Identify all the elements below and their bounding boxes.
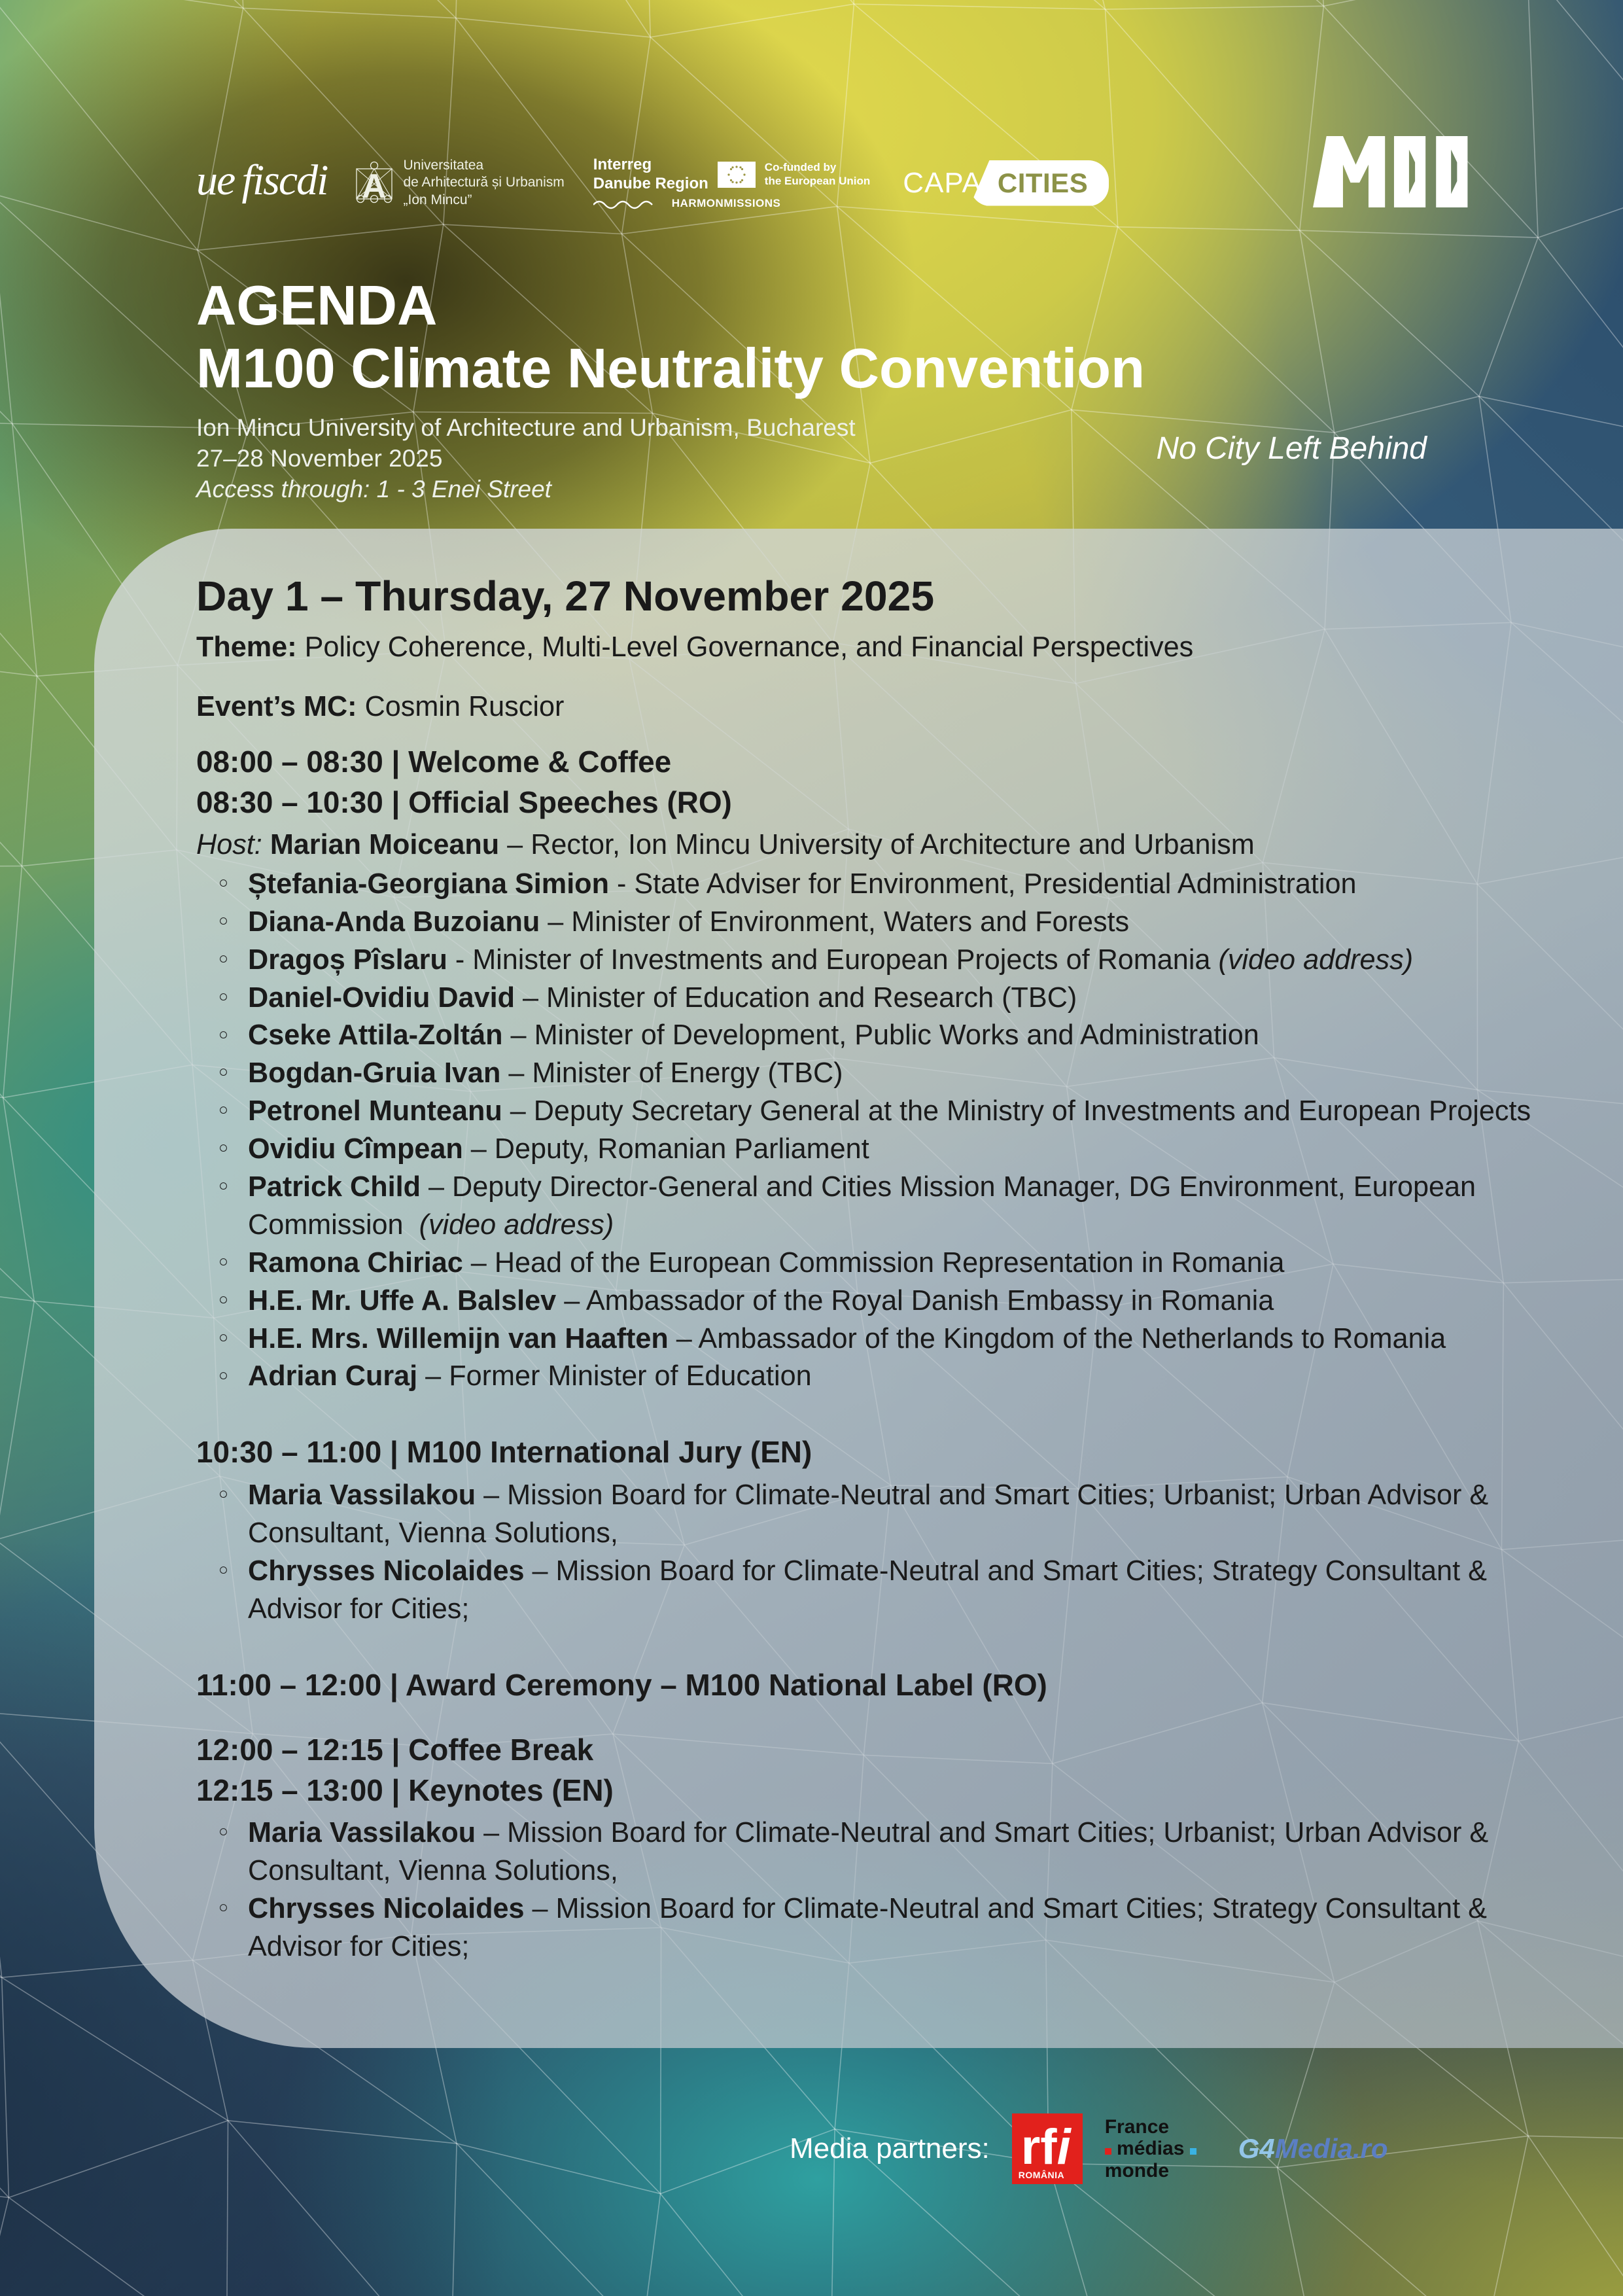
svg-text:A: A [362,168,387,205]
